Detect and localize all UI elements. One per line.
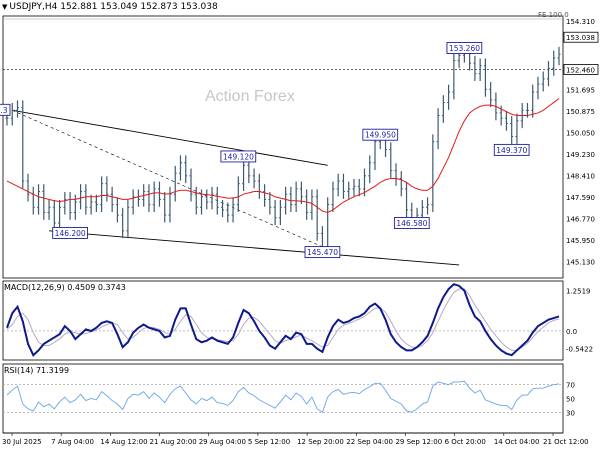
price-axis-tick-6: 149.230 xyxy=(566,151,595,159)
price-label-box-1 xyxy=(220,150,257,163)
symbol-ohlc: USDJPY,H4 152.881 153.049 152.873 153.03… xyxy=(9,2,218,12)
price-axis-tick-11: 145.130 xyxy=(566,258,595,266)
price-axis-tick-2: 152.460 xyxy=(566,66,595,74)
macd-title: MACD(12,26,9) 0.4509 0.3743 xyxy=(4,283,126,292)
price-label-box-7 xyxy=(493,143,530,156)
pane-frame-p xyxy=(2,15,564,279)
time-label-6: 12 Sep 20:00 xyxy=(297,438,344,446)
price-axis-tick-10: 145.950 xyxy=(566,237,595,245)
price-axis-tick-8: 147.590 xyxy=(566,194,595,202)
rsi-line xyxy=(6,380,560,413)
rsi-axis-tick-1: 50 xyxy=(566,396,575,404)
price-label-box-2 xyxy=(52,227,88,239)
price-bars xyxy=(5,42,561,254)
trendline-0 xyxy=(12,109,328,166)
price-label-1: 149.120 xyxy=(223,152,254,161)
macd-axis-tick-1: 0.0 xyxy=(566,328,577,336)
collapse-triangle-icon[interactable]: ▼ xyxy=(2,3,8,11)
time-label-3: 21 Aug 20:00 xyxy=(150,438,197,446)
time-label-7: 22 Sep 04:00 xyxy=(346,438,393,446)
price-axis-tick-9: 146.770 xyxy=(566,216,595,224)
rsi-axis-tick-2: 30 xyxy=(566,409,575,417)
axis-price-box-1 xyxy=(563,31,599,43)
time-label-1: 7 Aug 04:00 xyxy=(51,438,94,446)
time-label-9: 6 Oct 20:00 xyxy=(445,438,486,446)
price-label-box-4 xyxy=(362,128,399,141)
price-axis-tick-5: 150.050 xyxy=(566,130,595,138)
price-axis-tick-7: 148.410 xyxy=(566,173,595,181)
rsi-title: RSI(14) 71.3199 xyxy=(4,366,70,375)
time-label-5: 5 Sep 12:00 xyxy=(248,438,290,446)
trendline-1 xyxy=(49,230,460,266)
time-label-2: 14 Aug 12:00 xyxy=(100,438,147,446)
time-label-10: 14 Oct 04:00 xyxy=(494,438,540,446)
price-label-box-5 xyxy=(393,217,430,229)
rsi-axis-tick-0: 70 xyxy=(566,382,575,390)
time-label-4: 29 Aug 04:00 xyxy=(199,438,246,446)
price-label-6: 153.260 xyxy=(449,44,480,53)
price-axis-tick-0: 154.310 xyxy=(566,18,595,26)
price-label-2: 146.200 xyxy=(55,229,86,238)
price-label-0: 150.3 xyxy=(0,106,8,115)
macd-axis-tick-2: -0.5422 xyxy=(566,345,593,353)
price-axis-tick-4: 150.875 xyxy=(566,108,595,116)
price-label-box-6 xyxy=(446,42,483,54)
moving-average-line xyxy=(6,98,560,214)
price-label-3: 145.470 xyxy=(307,248,338,257)
chart-header: ▼ USDJPY,H4 152.881 153.049 152.873 153.0… xyxy=(2,2,218,12)
axis-price-box-2 xyxy=(563,64,599,75)
macd-signal-line xyxy=(6,288,560,351)
price-label-4: 149.950 xyxy=(365,131,396,140)
pane-frame-m xyxy=(2,280,564,361)
price-label-7: 149.370 xyxy=(496,146,527,155)
price-label-5: 146.580 xyxy=(396,219,427,228)
fe-label: FE 100.0 xyxy=(538,11,569,19)
time-label-0: 30 Jul 2025 xyxy=(2,438,42,446)
macd-axis-tick-0: 1.2519 xyxy=(566,288,591,296)
time-label-11: 21 Oct 12:00 xyxy=(543,438,589,446)
time-label-8: 29 Sep 12:00 xyxy=(395,438,442,446)
price-axis-tick-1: 153.038 xyxy=(566,34,595,42)
price-label-box-0 xyxy=(0,103,11,116)
macd-line xyxy=(6,283,560,357)
price-axis-tick-3: 151.695 xyxy=(566,86,595,94)
price-label-box-3 xyxy=(304,246,341,259)
watermark-text: Action Forex xyxy=(205,88,295,105)
